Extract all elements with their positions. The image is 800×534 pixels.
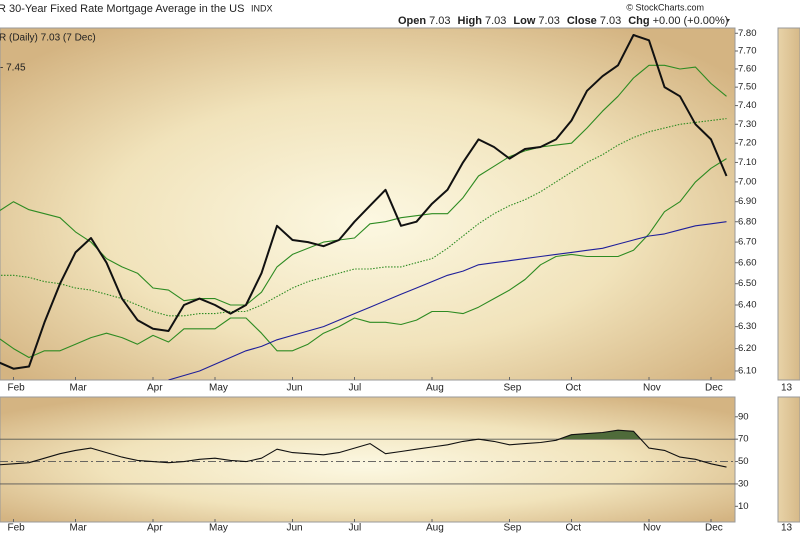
title: 30-Year Fixed Rate Mortgage Average in t… — [9, 3, 244, 15]
quote-value: 7.03 — [538, 15, 559, 27]
legend-entry: - 7.45 — [0, 63, 26, 74]
x-tick-label: Apr — [147, 523, 163, 534]
quote-value: 7.03 — [485, 15, 506, 27]
y-tick-label: 6.30 — [738, 321, 757, 332]
y-tick-label: 7.80 — [738, 28, 757, 39]
y-tick-label: 6.70 — [738, 237, 757, 248]
y-tick-label: 6.40 — [738, 300, 757, 311]
y-tick-label: 7.50 — [738, 82, 757, 93]
overbought-fill — [0, 430, 727, 440]
x-tick-label: Aug — [426, 383, 444, 394]
y-tick-label: 10 — [738, 501, 749, 512]
x-tick-label: Mar — [70, 523, 88, 534]
x-tick-label: Jun — [287, 523, 303, 534]
x-tick-label: Feb — [8, 523, 26, 534]
y-tick-label: 7.40 — [738, 100, 757, 111]
x-tick-label: Apr — [147, 383, 163, 394]
y-tick-label: 7.30 — [738, 119, 757, 130]
quote-label: Low — [513, 15, 535, 27]
x-tick-label: Dec — [705, 523, 723, 534]
x-tick-label: Nov — [643, 383, 661, 394]
legend-entry: R (Daily) 7.03 (7 Dec) — [0, 33, 96, 44]
x-tick-label: Mar — [70, 383, 88, 394]
exchange: INDX — [251, 3, 273, 13]
side-panel — [777, 396, 800, 523]
y-tick-label: 6.90 — [738, 196, 757, 207]
x-tick-label: Oct — [566, 523, 582, 534]
y-tick-label: 7.20 — [738, 138, 757, 149]
series-line — [0, 429, 727, 468]
series-line — [0, 118, 727, 317]
x-tick-label: Feb — [8, 383, 26, 394]
quote-label: Close — [567, 15, 597, 27]
y-tick-label: 30 — [738, 478, 749, 489]
x-tick-label: May — [209, 523, 228, 534]
x-tick-label: Jul — [349, 523, 362, 534]
y-tick-label: 6.80 — [738, 216, 757, 227]
y-tick-label: 7.00 — [738, 176, 757, 187]
y-tick-label: 6.20 — [738, 343, 757, 354]
quote-label: High — [458, 15, 483, 27]
x-tick-label: Nov — [643, 523, 661, 534]
series-line — [0, 158, 727, 359]
menu-arrow — [726, 19, 730, 22]
side-label: 13 — [781, 523, 793, 534]
side-panel — [777, 27, 800, 381]
y-tick-label: 7.60 — [738, 63, 757, 74]
quote-value: +0.00 (+0.00%) — [653, 15, 729, 27]
x-tick-label: Sep — [504, 523, 522, 534]
y-tick-label: 50 — [738, 456, 749, 467]
side-label: 13 — [781, 383, 793, 394]
copyright: © StockCharts.com — [626, 2, 704, 12]
x-tick-label: Oct — [566, 383, 582, 394]
quote-value: 7.03 — [429, 15, 450, 27]
y-tick-label: 7.70 — [738, 46, 757, 57]
y-tick-label: 6.10 — [738, 365, 757, 376]
quote-label: Open — [398, 15, 426, 27]
symbol: R — [0, 3, 6, 15]
x-tick-label: Sep — [504, 383, 522, 394]
x-tick-label: Jul — [349, 383, 362, 394]
y-tick-label: 7.10 — [738, 157, 757, 168]
y-tick-label: 6.60 — [738, 257, 757, 268]
x-tick-label: May — [209, 383, 228, 394]
quote-label: Chg — [628, 15, 649, 27]
series-line — [0, 34, 728, 370]
rsi-panel — [0, 396, 736, 523]
y-tick-label: 70 — [738, 434, 749, 445]
series-line — [168, 221, 727, 380]
quote-value: 7.03 — [600, 15, 621, 27]
price-panel — [0, 27, 736, 381]
series-line — [0, 64, 727, 306]
quote: Open 7.03 High 7.03 Low 7.03 Close 7.03 Chg +0.00… — [398, 15, 728, 27]
x-tick-label: Jun — [287, 383, 303, 394]
x-tick-label: Aug — [426, 523, 444, 534]
y-tick-label: 90 — [738, 411, 749, 422]
y-tick-label: 6.50 — [738, 278, 757, 289]
x-tick-label: Dec — [705, 383, 723, 394]
